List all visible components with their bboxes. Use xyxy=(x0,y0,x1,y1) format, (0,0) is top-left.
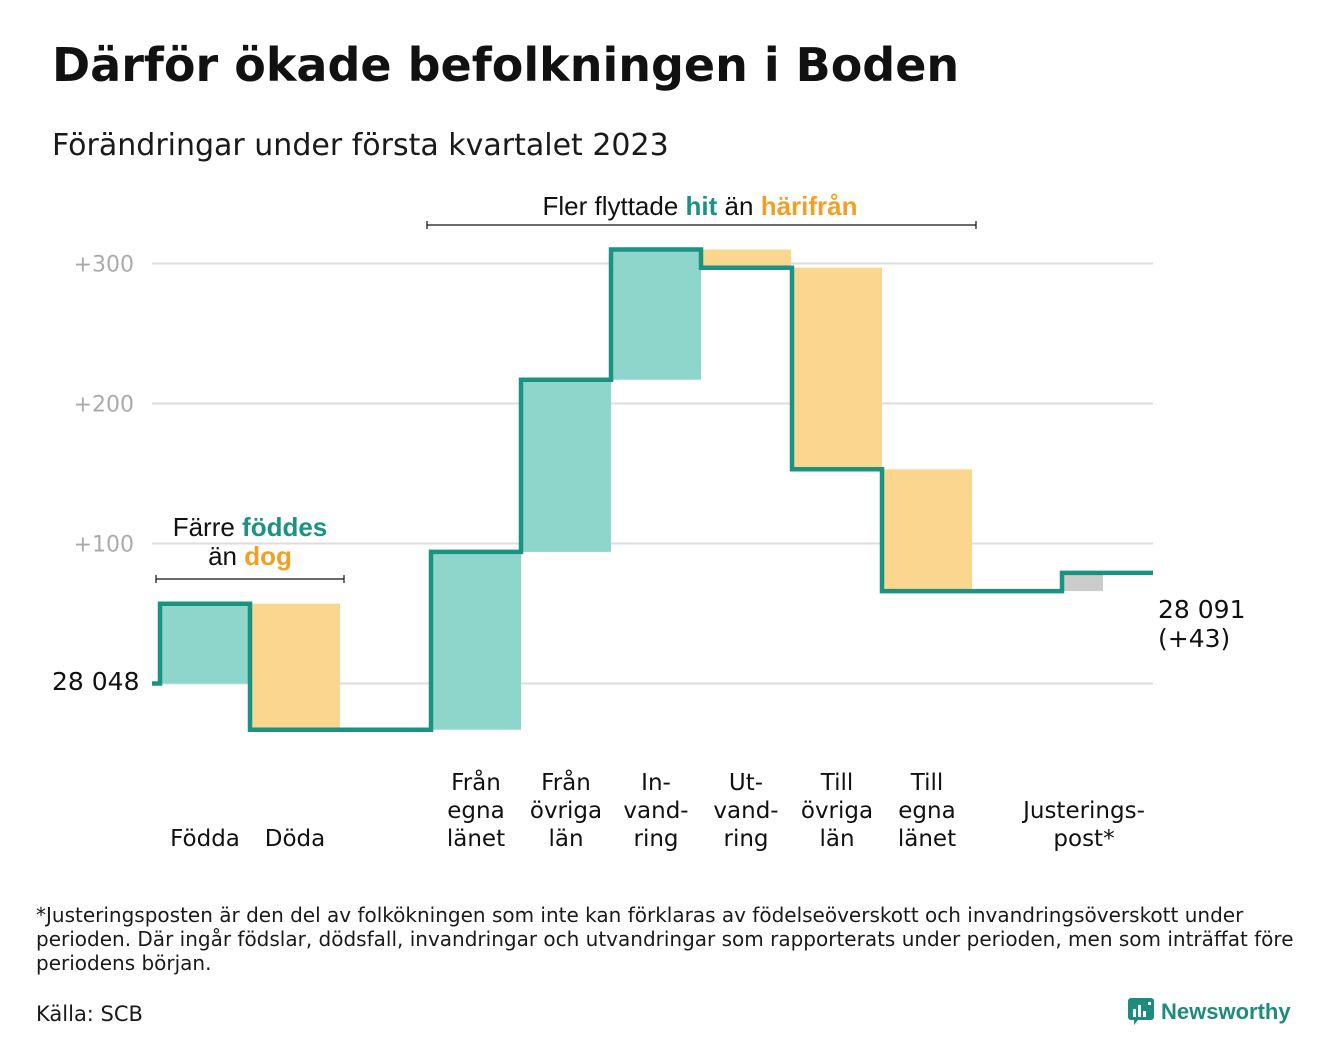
births-annotation-line2: än dog xyxy=(208,541,292,571)
bars xyxy=(160,249,1103,730)
x-axis-label: Justerings- xyxy=(1021,798,1145,824)
x-axis-label: län xyxy=(548,826,583,852)
brand-logo: Newsworthy xyxy=(1128,998,1291,1026)
x-axis-label: Till xyxy=(820,770,854,796)
bar-döda xyxy=(250,603,340,730)
end-change-label: (+43) xyxy=(1158,624,1230,653)
y-axis-ticks: +100 +200 +300 xyxy=(74,253,134,558)
migration-annotation-hit: hit xyxy=(686,191,718,221)
y-tick-label: +300 xyxy=(74,253,134,278)
x-axis-label: vand- xyxy=(713,798,778,824)
births-bracket xyxy=(155,575,345,583)
x-axis-label: Ut- xyxy=(729,770,763,796)
cumulative-line xyxy=(152,247,1153,732)
migration-annotation: Fler flyttade hit än härifrån xyxy=(542,191,857,221)
y-tick-label: +200 xyxy=(74,393,134,418)
bar-tillegnalänet xyxy=(882,469,972,592)
x-axis-label: länet xyxy=(898,826,956,852)
bar-frånövrigalän xyxy=(521,379,611,552)
x-axis-label: vand- xyxy=(623,798,688,824)
births-annotation-prefix: Färre xyxy=(173,512,242,542)
bar-frånegnalänet xyxy=(431,551,521,730)
bar-tillövrigalän xyxy=(792,267,882,470)
x-axis-label: övriga xyxy=(801,798,873,824)
x-axis-label: övriga xyxy=(530,798,602,824)
births-annotation-hit: föddes xyxy=(242,512,327,542)
footnote: *Justeringsposten är den del av folkökni… xyxy=(36,903,1294,975)
x-axis-label: egna xyxy=(447,798,504,824)
cumulative-step-line xyxy=(152,247,1153,732)
chart-title: Därför ökade befolkningen i Boden xyxy=(52,38,960,92)
waterfall-chart: +100+200+300 Födda DödaFrånegnalänetFrånö… xyxy=(52,191,1245,852)
start-value-label: 28 048 xyxy=(52,667,139,696)
chart-subtitle: Förändringar under första kvartalet 2023 xyxy=(52,128,669,163)
brand-name: Newsworthy xyxy=(1161,999,1291,1024)
x-axis-label: Födda xyxy=(170,826,240,852)
x-axis-label: Från xyxy=(451,768,501,796)
x-axis-label: egna xyxy=(898,798,955,824)
x-axis-labels: Födda DödaFrånegnalänetFrånövrigalänIn-va… xyxy=(170,768,1145,852)
x-axis-label: ring xyxy=(723,826,768,852)
migration-bracket xyxy=(426,221,977,229)
x-axis-label: post* xyxy=(1053,826,1114,852)
x-axis-label: Från xyxy=(541,768,591,796)
x-axis-label: Till xyxy=(910,770,944,796)
bar-utvandring xyxy=(701,249,791,268)
births-annotation: Färre föddes xyxy=(173,512,328,542)
x-axis-label: In- xyxy=(641,770,671,796)
end-value-label: 28 091 xyxy=(1158,595,1245,624)
x-axis-label: ring xyxy=(633,826,678,852)
x-axis-label: länet xyxy=(447,826,505,852)
bar-födda xyxy=(160,603,250,684)
births-annotation-dog: dog xyxy=(244,541,292,571)
migration-annotation-prefix: Fler flyttade xyxy=(542,191,685,221)
migration-annotation-harifran: härifrån xyxy=(761,191,858,221)
source-note: Källa: SCB xyxy=(36,1002,143,1026)
bar-invandring xyxy=(611,249,701,380)
newsworthy-logo-icon xyxy=(1128,998,1154,1025)
births-annotation-an: än xyxy=(208,541,244,571)
x-axis-label: län xyxy=(819,826,854,852)
x-axis-label: Döda xyxy=(265,826,325,852)
migration-annotation-middle: än xyxy=(717,191,760,221)
bar-justeringspost xyxy=(1062,572,1103,592)
y-tick-label: +100 xyxy=(74,533,134,558)
